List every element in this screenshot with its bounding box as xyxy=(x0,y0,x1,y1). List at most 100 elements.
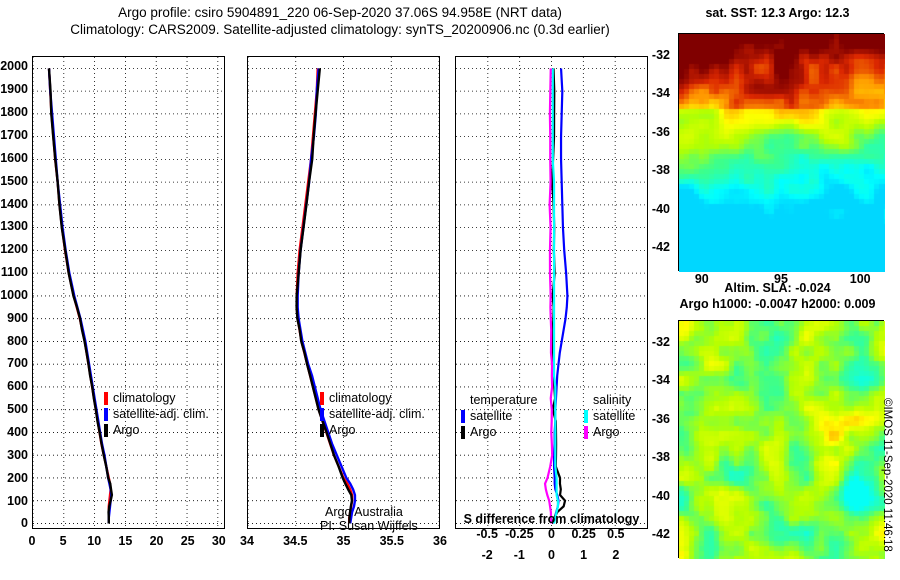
sdiff-xtick-0: 0 xyxy=(548,527,555,541)
depth-tick-200: 200 xyxy=(7,470,28,485)
legend-label-temp-argo: Argo xyxy=(470,425,497,439)
sla-lat--34: -34 xyxy=(651,373,670,388)
legend-swatch-temp-argo xyxy=(461,425,465,439)
difference-profile-panel[interactable] xyxy=(455,56,648,529)
tdiff-xtick--2: -2 xyxy=(481,548,493,562)
temp-xtick-10: 10 xyxy=(87,534,102,548)
tdiff-xtick-1: 1 xyxy=(580,548,588,562)
sst-lon-95: 95 xyxy=(774,272,788,286)
depth-tick-1900: 1900 xyxy=(0,82,28,97)
temperature-profile-panel[interactable] xyxy=(32,56,225,529)
depth-tick-700: 700 xyxy=(7,356,28,371)
sla-lat--32: -32 xyxy=(651,335,670,350)
sst-map-title: sat. SST: 12.3 Argo: 12.3 xyxy=(705,6,850,20)
legend-label-salt-satellite: satellite xyxy=(593,409,636,423)
sst-lat--42: -42 xyxy=(651,239,670,254)
sla-map-image xyxy=(679,321,885,559)
legend-header-temperature: temperature xyxy=(461,392,537,408)
depth-tick-900: 900 xyxy=(7,310,28,325)
sst-lon-100: 100 xyxy=(849,272,871,286)
legend-swatch-climatology-salt xyxy=(320,391,324,405)
depth-tick-0: 0 xyxy=(21,516,28,531)
sdiff-xtick--0.5: -0.5 xyxy=(476,527,498,541)
legend-difference-salinity: salinity satellite Argo xyxy=(584,392,635,440)
legend-item-climatology: climatology xyxy=(104,390,209,406)
depth-tick-1400: 1400 xyxy=(0,196,28,211)
legend-label-satellite-adj-clim: satellite-adj. clim. xyxy=(113,407,209,421)
salt-xtick-34: 34 xyxy=(240,534,254,548)
copyright-watermark: ©IMOS 11-Sep-2020 11:46:18 xyxy=(881,398,893,552)
sla-lat--42: -42 xyxy=(651,526,670,541)
salinity-plot-area xyxy=(247,57,440,528)
sst-lat--38: -38 xyxy=(651,163,670,178)
depth-tick-1000: 1000 xyxy=(0,287,28,302)
depth-tick-500: 500 xyxy=(7,402,28,417)
sst-map-image xyxy=(679,34,885,272)
legend-item-argo: Argo xyxy=(104,422,209,438)
credit-organisation: Argo Australia xyxy=(325,505,403,519)
temp-xtick-0: 0 xyxy=(28,534,36,548)
legend-item-temp-satellite: satellite xyxy=(461,408,537,424)
depth-tick-1100: 1100 xyxy=(0,265,28,280)
legend-item-salt-argo: Argo xyxy=(584,424,635,440)
legend-swatch-argo xyxy=(104,423,108,437)
legend-swatch-satellite-adj-clim xyxy=(104,407,108,421)
credit-pi: PI: Susan Wijffels xyxy=(320,519,418,533)
legend-item-satellite-adj-clim-salt: satellite-adj. clim. xyxy=(320,406,425,422)
temp-xtick-5: 5 xyxy=(59,534,67,548)
page-title-line2: Climatology: CARS2009. Satellite-adjuste… xyxy=(70,22,610,37)
depth-tick-800: 800 xyxy=(7,333,28,348)
legend-label-temp-satellite: satellite xyxy=(470,409,513,423)
sdiff-xtick--0.25: -0.25 xyxy=(505,527,534,541)
sla-map-title-line2: Argo h1000: -0.0047 h2000: 0.009 xyxy=(679,297,876,311)
sla-map-panel[interactable] xyxy=(678,320,885,559)
legend-label-salinity-header: salinity xyxy=(593,393,632,407)
tdiff-xtick-0: 0 xyxy=(548,548,555,562)
difference-axis-title: S difference from climatology xyxy=(463,512,640,526)
legend-item-satellite-adj-clim: satellite-adj. clim. xyxy=(104,406,209,422)
sla-lat--36: -36 xyxy=(651,411,670,426)
legend-item-climatology-salt: climatology xyxy=(320,390,425,406)
sst-lon-90: 90 xyxy=(694,272,709,286)
depth-tick-1700: 1700 xyxy=(0,127,28,142)
legend-label-salt-argo: Argo xyxy=(593,425,620,439)
legend-swatch-temp-satellite xyxy=(461,409,465,423)
salt-xtick-34.5: 34.5 xyxy=(283,534,308,548)
sst-lat--36: -36 xyxy=(651,124,670,139)
legend-header-salinity: salinity xyxy=(584,392,635,408)
legend-label-argo-salt: Argo xyxy=(329,423,356,437)
sdiff-xtick-0.5: 0.5 xyxy=(607,527,625,541)
salinity-profile-panel[interactable] xyxy=(247,56,440,529)
legend-label-climatology: climatology xyxy=(113,391,176,405)
temp-xtick-25: 25 xyxy=(180,534,195,548)
salt-xtick-36: 36 xyxy=(433,534,447,548)
legend-label-climatology-salt: climatology xyxy=(329,391,392,405)
depth-tick-600: 600 xyxy=(7,379,28,394)
sla-map-title-line1: Altim. SLA: -0.024 xyxy=(724,281,831,295)
depth-tick-2000: 2000 xyxy=(0,59,28,74)
sst-lat--34: -34 xyxy=(651,86,670,101)
sst-map-panel[interactable] xyxy=(678,33,885,272)
temp-xtick-20: 20 xyxy=(149,534,164,548)
tdiff-xtick-2: 2 xyxy=(612,548,620,562)
legend-label-argo: Argo xyxy=(113,423,140,437)
depth-tick-100: 100 xyxy=(7,493,28,508)
legend-salinity: climatology satellite-adj. clim. Argo xyxy=(320,390,425,438)
legend-item-argo-salt: Argo xyxy=(320,422,425,438)
sst-lat--32: -32 xyxy=(651,48,670,63)
depth-tick-1600: 1600 xyxy=(0,150,28,165)
page-title-line1: Argo profile: csiro 5904891_220 06-Sep-2… xyxy=(118,5,562,20)
depth-tick-1800: 1800 xyxy=(0,105,28,120)
tdiff-xtick--1: -1 xyxy=(513,548,525,562)
difference-plot-area xyxy=(456,57,647,528)
legend-swatch-argo-salt xyxy=(320,423,324,437)
sdiff-xtick-0.25: 0.25 xyxy=(571,527,596,541)
legend-difference-temperature: temperature satellite Argo xyxy=(461,392,537,440)
depth-tick-1300: 1300 xyxy=(0,219,28,234)
sla-lat--38: -38 xyxy=(651,450,670,465)
legend-item-temp-argo: Argo xyxy=(461,424,537,440)
temp-xtick-15: 15 xyxy=(118,534,133,548)
sla-lat--40: -40 xyxy=(651,488,670,503)
legend-item-salt-satellite: satellite xyxy=(584,408,635,424)
depth-tick-300: 300 xyxy=(7,447,28,462)
